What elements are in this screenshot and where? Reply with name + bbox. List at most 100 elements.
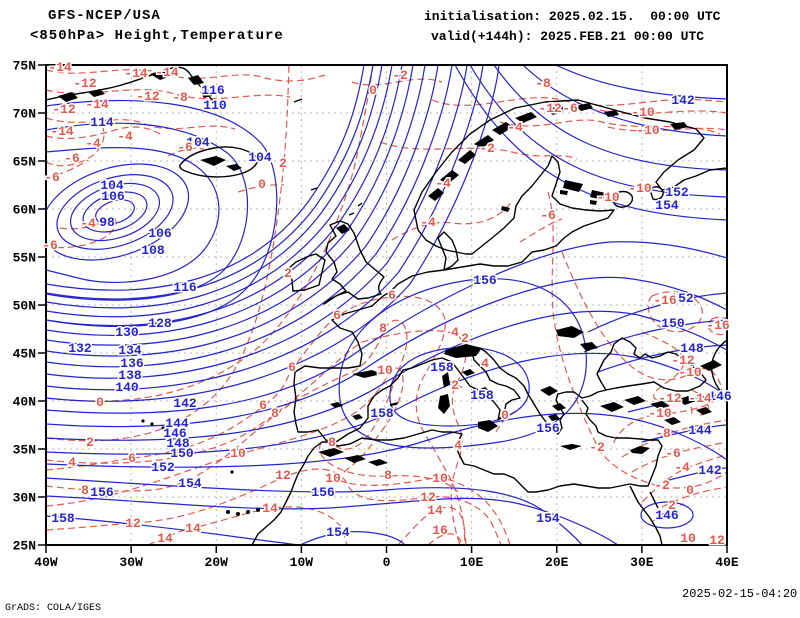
lon-label: 10W: [290, 555, 314, 570]
lon-label: 30W: [119, 555, 143, 570]
temp-contour-label: -6: [44, 170, 60, 185]
height-contour-label: 146: [655, 508, 679, 523]
axis-ticks: [38, 64, 728, 553]
temp-contour-label: -4: [507, 120, 523, 135]
temp-contour-label: 2: [451, 378, 459, 393]
temp-contour-label: 10: [432, 471, 448, 486]
lat-label: 25N: [13, 539, 36, 554]
temp-contour-label: 8: [384, 468, 392, 483]
height-contour-label: 142: [671, 93, 695, 108]
temp-contour-label: -16: [706, 318, 730, 333]
temp-contour-label: -14: [688, 391, 712, 406]
height-contour-label: 148: [680, 341, 704, 356]
lat-label: 55N: [13, 251, 36, 266]
height-contour-label: 106: [101, 189, 125, 204]
temp-contour-label: -12: [658, 391, 682, 406]
temp-contour-label: 8: [81, 483, 89, 498]
temp-contour-label: -4: [674, 460, 690, 475]
height-contour-label: 158: [430, 360, 454, 375]
temp-contour-label: -2: [589, 440, 605, 455]
temp-contour-label: 2: [668, 498, 676, 513]
temp-contour-label: 8: [379, 321, 387, 336]
temp-contour-label: 4: [68, 455, 76, 470]
temp-contour-label: -10: [678, 365, 702, 380]
model-title: GFS-NCEP/USA: [48, 8, 161, 24]
height-contour-label: 140: [115, 380, 139, 395]
height-contour-label: 104: [186, 135, 210, 150]
temp-contour-label: -2: [479, 141, 495, 156]
height-contour-label: 158: [370, 406, 394, 421]
temp-contour-label: 10: [680, 531, 696, 546]
temp-contour-label: 0: [369, 83, 377, 98]
height-contour-label: 116: [201, 83, 225, 98]
temp-contour-label: 2: [284, 266, 292, 281]
height-contour-label: 156: [90, 485, 114, 500]
temp-contour-label: -12: [73, 76, 97, 91]
temp-contour-label: -6: [177, 140, 193, 155]
lon-label: 40W: [34, 555, 58, 570]
temp-contour-label: -10: [648, 406, 672, 421]
height-contour-label: 158: [470, 388, 494, 403]
height-contour-label: 158: [51, 511, 75, 526]
init-time: initialisation: 2025.02.15. 00:00 UTC: [424, 9, 721, 24]
height-contour-label: 150: [661, 316, 685, 331]
height-contour-label: 156: [536, 421, 560, 436]
temp-contour-label: -6: [64, 151, 80, 166]
temp-contour-label: 4: [451, 325, 459, 340]
height-contour-label: 134: [118, 343, 142, 358]
height-contour-label: 132: [68, 341, 92, 356]
temp-contour-label: -16: [653, 293, 677, 308]
temp-contour-label: 6: [333, 308, 341, 323]
temp-contour-label: 16: [432, 523, 448, 538]
height-contour-label: 146: [708, 389, 732, 404]
temp-contour-label: 4: [481, 356, 489, 371]
temp-contour-label: -4: [435, 176, 451, 191]
lon-label: 0: [383, 555, 391, 570]
height-contour-label: 144: [688, 423, 712, 438]
lat-label: 30N: [13, 491, 36, 506]
temp-contour-label: -4: [117, 129, 133, 144]
temp-contour-label: 12: [709, 533, 725, 548]
lat-label: 35N: [13, 443, 36, 458]
height-contour-label: 154: [326, 525, 350, 540]
valid-time: valid(+144h): 2025.FEB.21 00:00 UTC: [431, 29, 705, 44]
temp-contour-label: 14: [427, 503, 443, 518]
lat-label: 70N: [13, 107, 36, 122]
lat-label: 75N: [13, 59, 36, 74]
temp-contour-label: -14: [155, 65, 179, 80]
temp-contour-label: -14: [124, 66, 148, 81]
height-contour-label: 98: [99, 215, 115, 230]
temp-contour-label: -14: [85, 97, 109, 112]
height-contour-label: 148: [166, 436, 190, 451]
temp-contour-label: 0: [96, 395, 104, 410]
height-contours: [46, 65, 727, 545]
temp-contour-label: 6: [259, 398, 267, 413]
height-contour-label: 146: [163, 426, 187, 441]
temp-contour-label: -8: [172, 90, 188, 105]
temp-contour-label: -12: [671, 353, 695, 368]
temp-contour-label: -12: [136, 89, 160, 104]
lat-label: 60N: [13, 203, 36, 218]
temp-contour-label: -6: [665, 446, 681, 461]
generation-timestamp: 2025-02-15-04:20: [682, 587, 798, 601]
height-contour-label: 142: [173, 396, 197, 411]
temp-contour-label: 12: [420, 490, 436, 505]
temp-contour-label: -14: [48, 60, 72, 75]
temp-contour-label: -12: [52, 102, 76, 117]
temp-contour-label: 6: [128, 451, 136, 466]
height-contour-label: 142: [698, 463, 722, 478]
height-contour-label: 104: [100, 178, 124, 193]
coastlines: [46, 66, 727, 545]
temp-contour-label: 10: [230, 446, 246, 461]
temp-contour-label: -8: [655, 426, 671, 441]
temp-contour-label: -8: [535, 76, 551, 91]
lon-label: 20W: [205, 555, 229, 570]
temp-contour-label: -10: [631, 105, 655, 120]
temp-contour-label: -12: [538, 101, 562, 116]
temp-contour-label: 12: [125, 516, 141, 531]
height-contour-label: 110: [203, 98, 227, 113]
temp-contour-label: -2: [392, 68, 408, 83]
